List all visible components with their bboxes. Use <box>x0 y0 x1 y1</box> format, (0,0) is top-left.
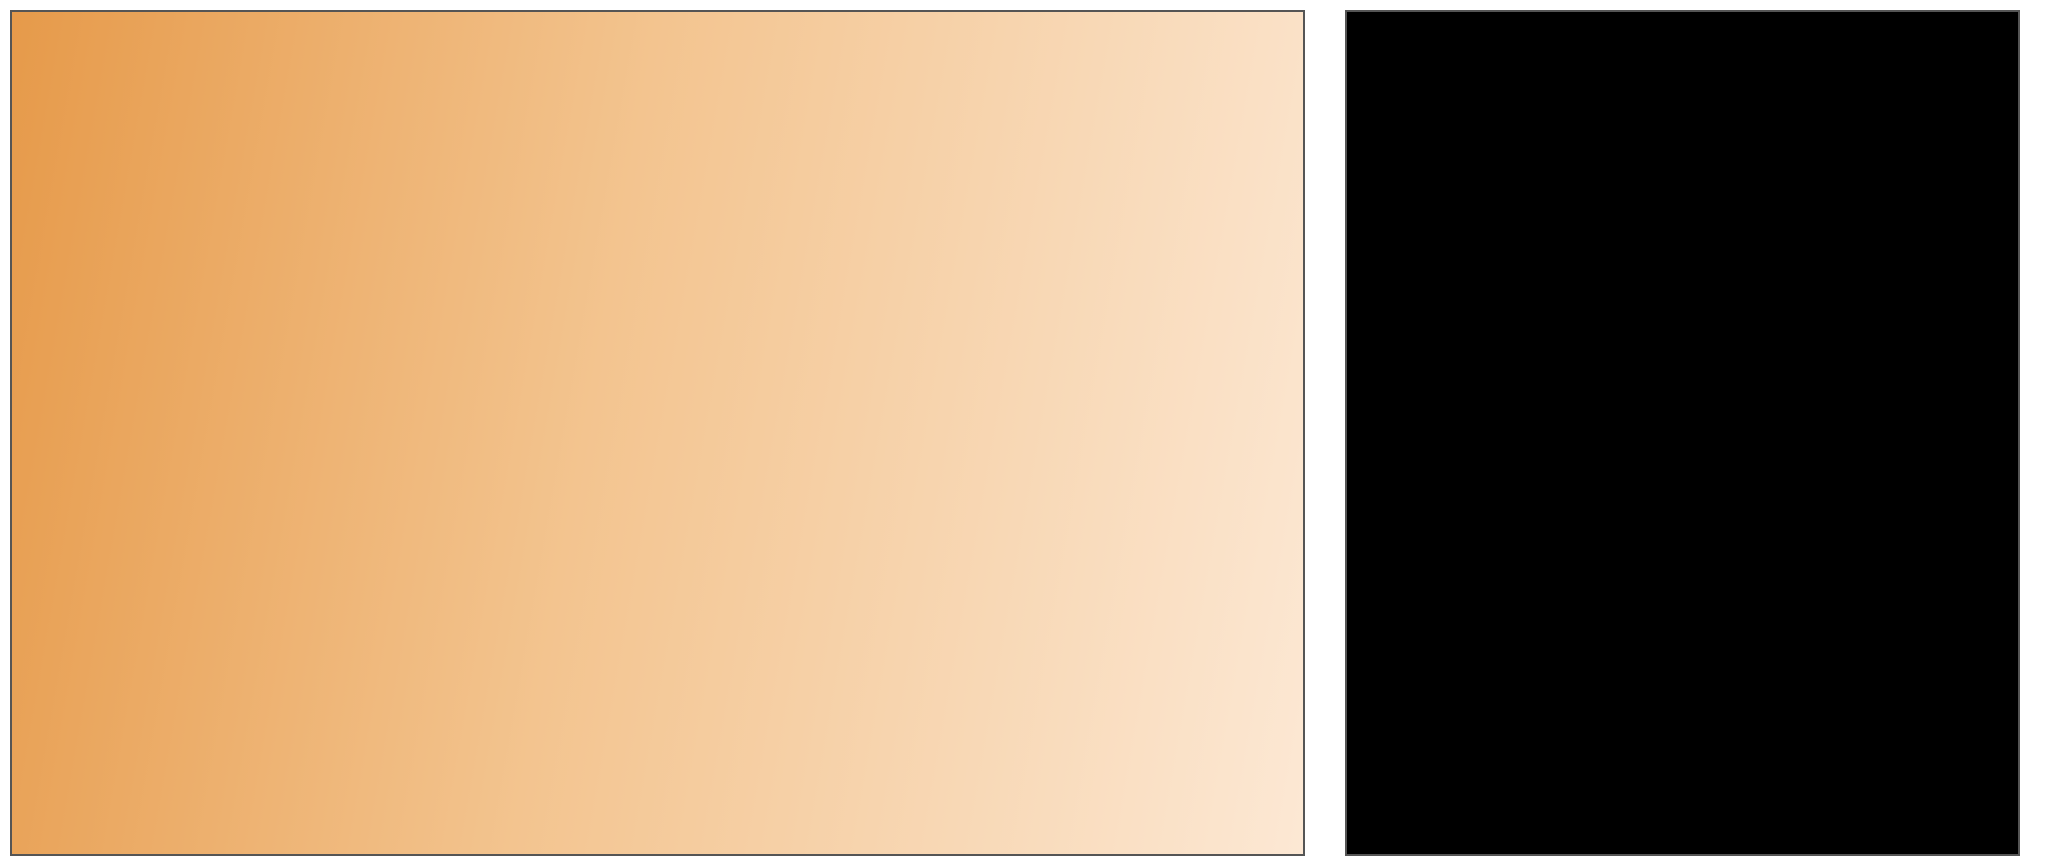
left-svg <box>12 12 1307 858</box>
left-panel <box>10 10 1305 856</box>
right-svg <box>1347 12 2022 858</box>
right-panel <box>1345 10 2020 856</box>
